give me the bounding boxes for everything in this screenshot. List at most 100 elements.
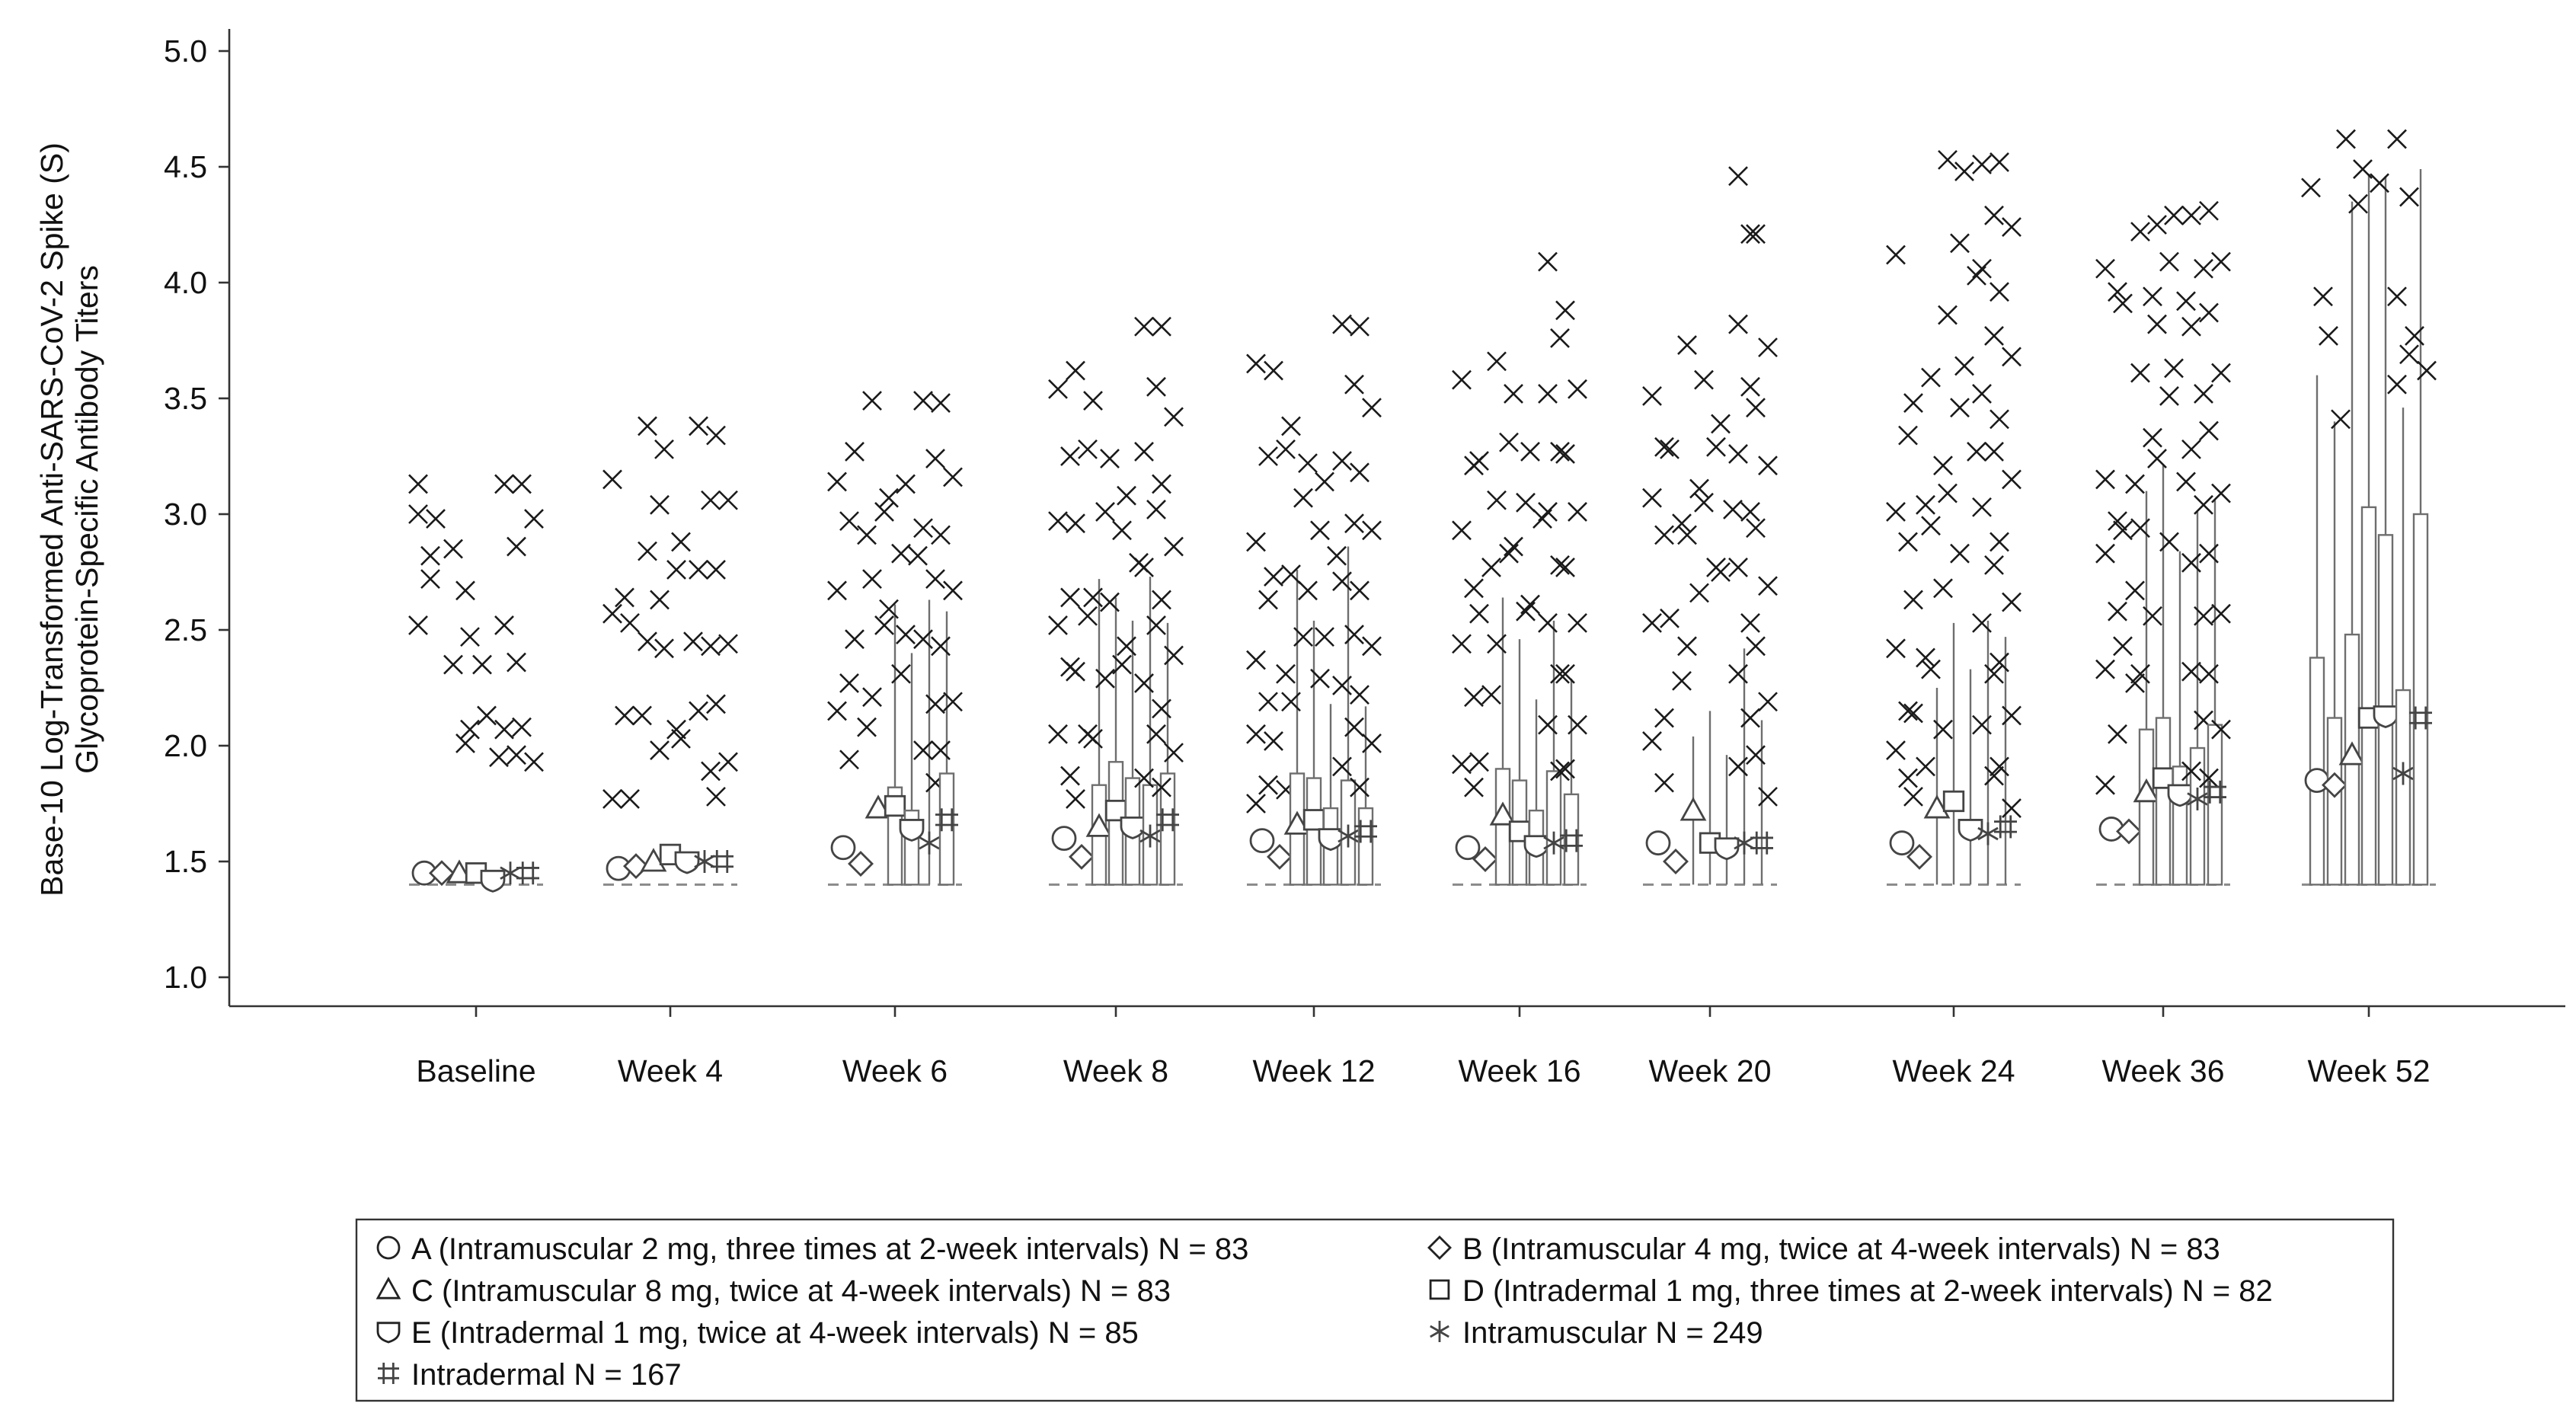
group-8	[2095, 200, 2231, 886]
outlier-6-1-1	[718, 490, 738, 510]
outlier-1-6-3	[1672, 670, 1692, 691]
outlier-6-4-5	[1362, 636, 1382, 657]
outlier-2-0-0	[443, 539, 463, 559]
outlier-0-7-1	[1898, 425, 1918, 446]
outlier-1-5-1	[1481, 558, 1501, 577]
outlier-4-4-2	[1315, 627, 1334, 647]
outlier-0-4-7	[1258, 775, 1278, 795]
outlier-6-6-9	[1758, 786, 1778, 807]
outlier-6-5-7	[1568, 714, 1587, 735]
legend-label-6: Intradermal N = 167	[411, 1358, 682, 1392]
outlier-0-4-4	[1246, 650, 1266, 670]
outlier-5-3-6	[1134, 673, 1154, 693]
outlier-5-3-1	[1146, 376, 1166, 397]
outlier-5-6-7	[1740, 612, 1760, 633]
mean-5-6	[1734, 831, 1755, 855]
outlier-5-8-7	[2194, 606, 2213, 626]
outlier-6-5-8	[1555, 759, 1575, 779]
outlier-5-5-2	[1538, 384, 1558, 404]
outlier-2-3-0	[1083, 391, 1103, 411]
outlier-6-2-5	[943, 692, 963, 712]
outlier-5-7-9	[1984, 663, 2004, 684]
outlier-5-4-6	[1332, 676, 1352, 695]
outlier-5-5-5	[1550, 555, 1570, 575]
outlier-6-9-0	[2405, 326, 2424, 346]
outlier-0-2-3	[839, 673, 859, 693]
mean-2-3	[1085, 813, 1113, 837]
mean-5-8	[2187, 787, 2208, 810]
mean-4-5	[1523, 835, 1549, 858]
outlier-0-0-3	[420, 545, 440, 566]
mean-5-7	[1977, 822, 1999, 845]
x-axis-ticks: Baseline Week 4 Week 6 Week 8 Week 12 Week 16…	[416, 1006, 2431, 1088]
outlier-3-3-1	[1112, 520, 1132, 541]
outlier-0-0-4	[408, 504, 428, 524]
outlier-6-7-11	[2002, 798, 2021, 818]
y-tick-label-1.5: 1.5	[164, 844, 207, 879]
outlier-2-4-3	[1293, 627, 1313, 647]
outlier-0-1-0	[602, 469, 622, 490]
outlier-5-6-8	[1728, 663, 1748, 684]
legend-item-4: E (Intradermal 1 mg, twice at 4-week int…	[376, 1316, 1139, 1350]
mean-6-2	[935, 808, 958, 832]
outlier-2-7-0	[1921, 367, 1941, 388]
outlier-0-0-2	[408, 615, 428, 635]
outlier-4-6-1	[1723, 500, 1743, 519]
mean-2-2	[865, 794, 892, 819]
outlier-5-6-6	[1728, 558, 1748, 577]
outlier-5-8-4	[2181, 439, 2201, 459]
outlier-5-8-2	[2181, 316, 2201, 337]
outlier-6-5-4	[1555, 558, 1575, 577]
mean-4-3	[1120, 817, 1146, 839]
outlier-6-3-5	[1164, 645, 1184, 666]
outlier-5-7-8	[1972, 612, 1992, 633]
legend-item-6: Intradermal N = 167	[378, 1358, 682, 1392]
y-tick-label-2.5: 2.5	[164, 612, 207, 647]
outlier-1-8-3	[2125, 580, 2145, 601]
x-tick-label-2: Week 6	[842, 1053, 948, 1088]
mean-4-4	[1318, 828, 1344, 852]
outlier-5-6-5	[1740, 502, 1760, 522]
outlier-0-6-2	[1642, 487, 1662, 508]
y-tick-label-3.0: 3.0	[164, 497, 207, 532]
outlier-0-5-6	[1452, 754, 1472, 775]
outlier-5-0-5	[507, 745, 526, 766]
outlier-1-7-0	[1903, 393, 1923, 413]
outlier-0-0-1	[420, 569, 440, 590]
outlier-0-2-2	[827, 580, 847, 601]
outlier-3-8-5	[2159, 532, 2179, 552]
outlier-0-5-4	[1452, 634, 1472, 654]
outlier-1-5-4	[1469, 752, 1489, 772]
mean-4-0	[480, 869, 506, 893]
outlier-0-8-8	[2095, 775, 2115, 795]
outlier-1-8-1	[2125, 474, 2145, 494]
outlier-1-1-0	[620, 612, 640, 633]
outlier-6-3-7	[1164, 743, 1184, 763]
outlier-6-8-4	[2199, 420, 2219, 441]
outlier-5-8-0	[2181, 205, 2201, 225]
outlier-2-8-3	[2143, 427, 2162, 448]
outlier-3-6-2	[1694, 492, 1714, 513]
outlier-5-1-4	[689, 701, 708, 721]
outlier-0-4-5	[1258, 692, 1278, 712]
outlier-6-6-8	[1746, 745, 1766, 766]
outlier-1-2-3	[857, 717, 877, 737]
outlier-5-9-1	[2399, 187, 2419, 207]
outlier-0-6-3	[1654, 525, 1674, 545]
outlier-4-5-2	[1520, 594, 1540, 615]
outlier-6-6-3	[1758, 455, 1778, 476]
outlier-6-6-7	[1758, 692, 1778, 712]
outlier-2-8-6	[2130, 663, 2150, 684]
legend-frame	[355, 1218, 2395, 1402]
outlier-5-1-5	[701, 761, 721, 782]
outlier-1-7-5	[1916, 756, 1935, 777]
mean-0-6	[1645, 830, 1671, 856]
outlier-1-6-0	[1660, 439, 1680, 459]
outlier-3-8-4	[2147, 449, 2167, 468]
outlier-0-6-5	[1654, 708, 1674, 728]
mean-4-7	[1958, 819, 1983, 842]
outlier-2-1-1	[650, 494, 670, 515]
outlier-4-6-2	[1711, 562, 1731, 582]
group-9	[2301, 129, 2437, 886]
outlier-2-6-4	[1677, 636, 1697, 657]
